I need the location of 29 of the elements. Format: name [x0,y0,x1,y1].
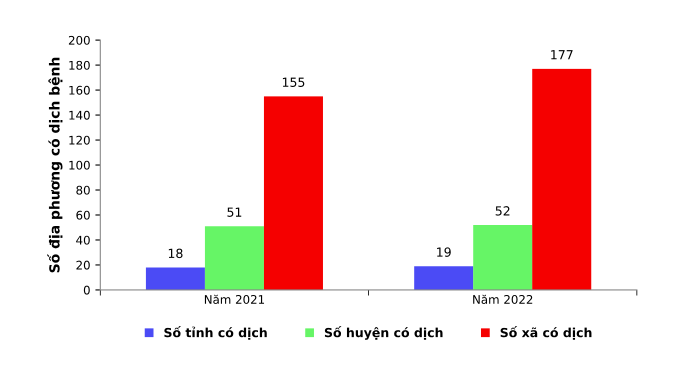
x-tick-label: Năm 2022 [473,294,532,304]
bar [264,96,323,290]
y-tick-label: 160 [69,86,90,95]
bar [204,226,264,290]
bar [414,266,474,290]
data-label: 19 [437,247,451,257]
data-label: 155 [282,78,304,87]
y-axis-title: Số địa phương có dịch bệnh [47,58,62,272]
y-tick-label: 40 [76,236,90,245]
data-label: 52 [496,206,510,216]
data-label: 177 [551,50,573,60]
y-tick-label: 100 [69,160,90,170]
x-tick-label: Năm 2021 [204,294,264,304]
y-tick-label: 140 [69,110,90,120]
y-tick-label: 60 [76,210,90,220]
legend-label: Số xã có dịch [500,326,592,340]
data-label: 51 [227,208,242,217]
bar [473,224,532,290]
y-tick-label: 80 [76,186,90,195]
y-tick-label: 0 [84,286,90,295]
bar [146,267,205,290]
legend-label: Số huyện có dịch [324,326,443,340]
legend-label: Số tỉnh có dịch [164,326,267,340]
y-tick-label: 20 [76,260,90,270]
bar [532,68,592,290]
y-tick-label: 200 [68,36,90,45]
data-label: 18 [168,248,183,258]
y-tick-label: 180 [69,60,90,70]
y-tick-label: 120 [69,136,90,145]
